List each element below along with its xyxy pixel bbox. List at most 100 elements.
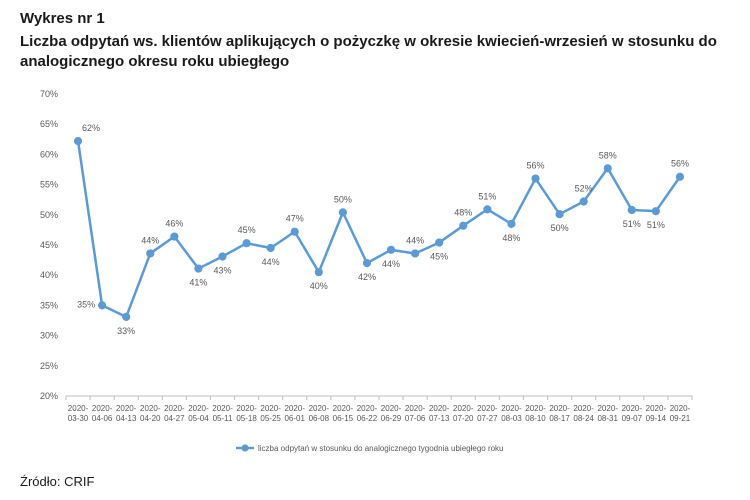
- data-label: 41%: [189, 278, 207, 288]
- data-point: [579, 197, 588, 206]
- x-tick-label: 03-30: [68, 414, 89, 423]
- data-point: [73, 137, 83, 146]
- data-label: 56%: [526, 161, 544, 171]
- data-point: [627, 205, 636, 215]
- x-tick-label: 08-10: [525, 414, 546, 423]
- data-label: 50%: [334, 194, 352, 204]
- line-chart: 20%25%30%35%40%45%50%55%60%65%70%2020-03…: [40, 89, 693, 453]
- x-tick-label: 04-06: [92, 414, 113, 423]
- y-tick-label: 55%: [40, 180, 58, 190]
- x-tick-label: 06-01: [284, 414, 305, 423]
- x-tick-label: 07-20: [453, 414, 474, 423]
- data-point: [314, 268, 323, 277]
- x-tick-label: 2020-: [68, 404, 89, 413]
- data-label: 51%: [478, 191, 496, 201]
- x-tick-label: 2020-: [622, 404, 643, 413]
- data-label: 45%: [430, 252, 448, 262]
- data-label: 47%: [286, 214, 304, 224]
- x-tick-label: 05-04: [188, 414, 209, 423]
- data-point: [242, 239, 251, 248]
- data-point: [555, 210, 564, 219]
- data-label: 44%: [406, 235, 424, 245]
- x-tick-label: 07-06: [405, 414, 426, 423]
- legend-marker: [241, 444, 249, 452]
- y-tick-label: 20%: [40, 391, 58, 401]
- data-point: [218, 252, 227, 261]
- data-label: 45%: [238, 225, 256, 235]
- data-label: 48%: [502, 233, 520, 243]
- x-tick-label: 06-22: [357, 414, 378, 423]
- x-tick-label: 05-18: [236, 414, 257, 423]
- data-point: [531, 174, 540, 183]
- data-point: [459, 221, 468, 230]
- data-point: [483, 205, 492, 214]
- data-point: [194, 264, 203, 273]
- x-tick-label: 2020-: [236, 404, 257, 413]
- y-tick-label: 65%: [40, 119, 58, 129]
- x-tick-label: 2020-: [429, 404, 450, 413]
- x-tick-label: 2020-: [116, 404, 137, 413]
- series-line: [76, 139, 682, 319]
- x-tick-label: 05-11: [213, 414, 233, 423]
- x-tick-label: 2020-: [381, 404, 402, 413]
- data-label: 35%: [77, 299, 95, 309]
- data-label: 50%: [551, 223, 569, 233]
- x-tick-label: 2020-: [453, 404, 474, 413]
- x-tick-label: 08-17: [549, 414, 570, 423]
- data-point: [675, 172, 685, 181]
- data-point: [507, 219, 516, 228]
- data-point: [435, 238, 444, 247]
- x-tick-label: 2020-: [333, 404, 354, 413]
- y-tick-label: 45%: [40, 240, 58, 250]
- x-tick-label: 08-03: [501, 414, 522, 423]
- data-point: [170, 232, 179, 241]
- data-label: 46%: [165, 219, 183, 229]
- x-tick-label: 09-21: [670, 414, 691, 423]
- data-label: 52%: [575, 184, 593, 194]
- y-tick-label: 30%: [40, 331, 58, 341]
- data-point: [651, 207, 660, 216]
- data-label: 43%: [213, 265, 231, 275]
- source-note: Źródło: CRIF: [20, 474, 95, 489]
- y-tick-label: 40%: [40, 270, 58, 280]
- x-tick-label: 2020-: [164, 404, 185, 413]
- x-tick-label: 2020-: [309, 404, 330, 413]
- data-label: 44%: [141, 235, 159, 245]
- x-tick-label: 06-29: [381, 414, 402, 423]
- data-label: 48%: [454, 208, 472, 218]
- x-tick-label: 2020-: [405, 404, 426, 413]
- y-tick-label: 35%: [40, 300, 58, 310]
- chart-header: Wykres nr 1 Liczba odpytań ws. klientów …: [20, 10, 735, 72]
- x-tick-label: 2020-: [573, 404, 594, 413]
- data-label: 51%: [623, 219, 641, 229]
- x-tick-label: 2020-: [92, 404, 113, 413]
- data-label: 42%: [358, 272, 376, 282]
- data-point: [146, 249, 155, 258]
- data-label: 56%: [671, 159, 689, 169]
- data-point: [411, 249, 420, 258]
- data-point: [386, 245, 396, 254]
- y-tick-label: 50%: [40, 210, 58, 220]
- data-label: 44%: [262, 257, 280, 267]
- x-tick-label: 05-25: [260, 414, 281, 423]
- x-tick-label: 09-14: [646, 414, 667, 423]
- chart-area: 20% 25% 30% 35% 40% 45% 50% 55% 60% 65% 70% 2020- 03…: [0, 80, 750, 470]
- data-point: [603, 164, 612, 173]
- data-label: 44%: [382, 259, 400, 269]
- data-point: [290, 227, 299, 236]
- x-tick-label: 08-24: [573, 414, 594, 423]
- y-tick-label: 60%: [40, 149, 58, 159]
- data-point: [98, 301, 107, 310]
- data-label: 51%: [647, 220, 665, 230]
- x-tick-label: 07-27: [477, 414, 498, 423]
- x-tick-label: 2020-: [477, 404, 498, 413]
- figure-label: Wykres nr 1: [20, 10, 105, 27]
- x-tick-label: 2020-: [140, 404, 161, 413]
- x-tick-label: 2020-: [646, 404, 667, 413]
- x-tick-label: 07-13: [429, 414, 450, 423]
- x-tick-label: 08-31: [597, 414, 618, 423]
- data-point: [122, 312, 131, 321]
- data-label: 58%: [599, 150, 617, 160]
- data-label: 40%: [310, 281, 328, 291]
- x-tick-label: 06-15: [333, 414, 354, 423]
